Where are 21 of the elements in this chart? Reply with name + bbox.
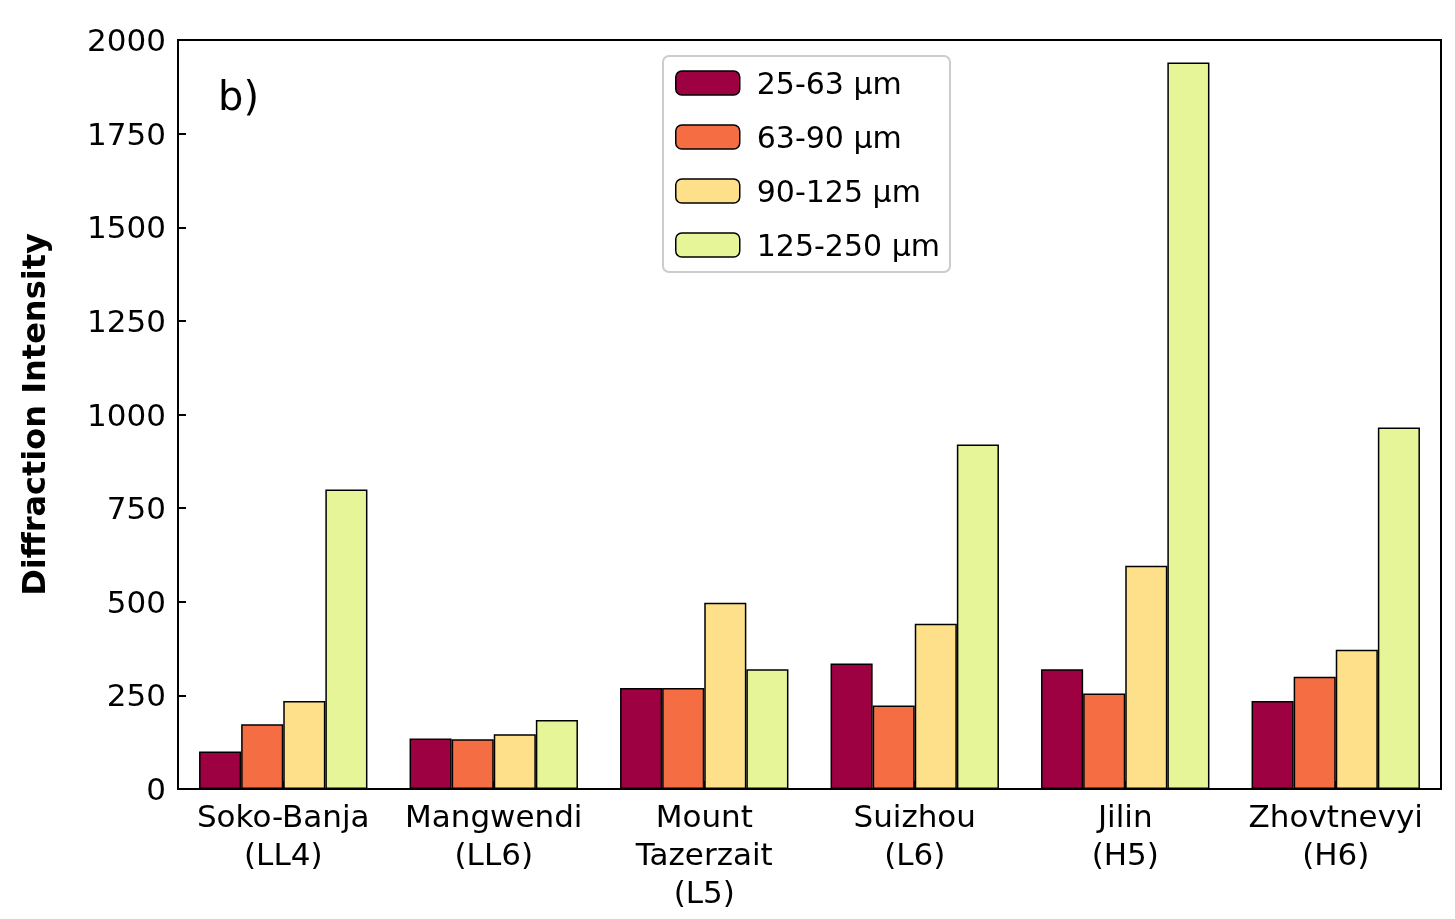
- x-tick-label: Mount Tazerzait (L5): [634, 798, 773, 910]
- y-axis-title: Diffraction Intensity: [15, 233, 53, 596]
- x-tick-label: Suizhou (L6): [853, 798, 976, 872]
- y-tick-label: 2000: [87, 22, 166, 58]
- x-tick-label: Jilin (H5): [1091, 798, 1159, 872]
- y-tick-label: 500: [106, 583, 166, 620]
- legend-label: 90-125 μm: [756, 173, 921, 209]
- x-tick-label: Soko-Banja (LL4): [196, 798, 370, 872]
- x-tick-label: Mangwendi (LL6): [405, 798, 583, 872]
- annotation: b): [218, 73, 259, 119]
- legend-label: 25-63 μm: [756, 65, 902, 101]
- y-tick-label: 1500: [87, 209, 166, 246]
- y-tick-label: 750: [106, 490, 166, 527]
- x-tick-label: Zhovtnevyi (H6): [1248, 798, 1423, 872]
- y-tick-label: 1250: [87, 302, 166, 339]
- legend-label: 125-250 μm: [756, 227, 940, 263]
- legend-label: 63-90 μm: [756, 119, 902, 155]
- y-tick-label: 1000: [87, 396, 166, 433]
- y-tick-label: 1750: [87, 115, 166, 152]
- y-tick-label: 250: [106, 677, 166, 714]
- y-tick-label: 0: [146, 771, 166, 807]
